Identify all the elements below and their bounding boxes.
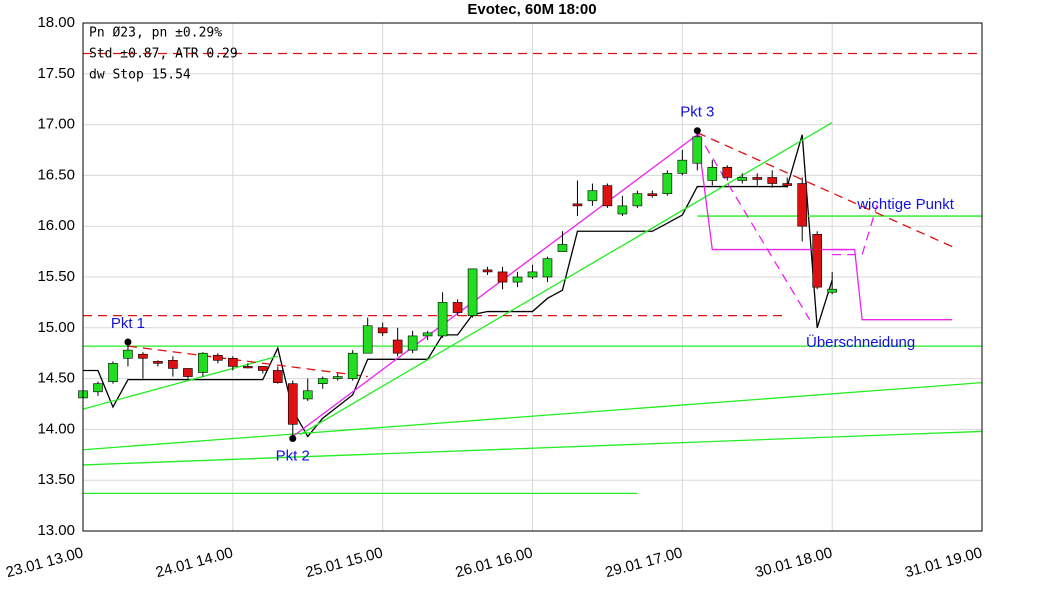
overlay-line xyxy=(299,122,833,436)
candle-body xyxy=(362,325,373,354)
x-tick-label: 25.01 15.00 xyxy=(304,544,385,581)
x-tick-label: 31.01 19.00 xyxy=(903,544,984,581)
y-tick-label: 17.00 xyxy=(37,116,75,133)
candle-body xyxy=(467,268,478,316)
candle-body xyxy=(422,332,433,337)
candle-body xyxy=(153,361,163,364)
candle-body xyxy=(797,183,808,227)
candle-body xyxy=(452,302,463,313)
candle-body xyxy=(632,193,643,207)
x-tick-label: 29.01 17.00 xyxy=(603,544,684,581)
x-tick-label: 26.01 16.00 xyxy=(454,544,535,581)
x-tick-label: 30.01 18.00 xyxy=(753,544,834,581)
candle-body xyxy=(257,366,268,371)
y-tick-label: 14.50 xyxy=(37,370,75,387)
candle-body xyxy=(317,378,328,384)
candle-body xyxy=(93,383,103,393)
overlay-line xyxy=(696,132,811,321)
y-tick-label: 16.50 xyxy=(37,166,75,183)
overlay-line xyxy=(832,248,953,321)
pivot-label: Pkt 2 xyxy=(276,448,310,465)
candle-body xyxy=(782,183,793,186)
pivot-point xyxy=(693,127,701,135)
candle-body xyxy=(272,370,283,383)
candle-body xyxy=(587,190,598,202)
y-tick-label: 18.00 xyxy=(37,14,75,31)
overlay-line xyxy=(82,382,983,451)
candle-body xyxy=(168,360,178,369)
candle-body xyxy=(512,276,523,283)
candle-body xyxy=(602,185,613,207)
pivot-label: Pkt 3 xyxy=(680,104,714,121)
x-tick-label: 24.01 14.00 xyxy=(154,544,235,581)
y-tick-label: 17.50 xyxy=(37,65,75,82)
y-tick-label: 13.00 xyxy=(37,522,75,539)
overlay-line xyxy=(697,132,953,248)
candle-body xyxy=(108,363,118,382)
candle-body xyxy=(572,203,583,207)
annotation: wichtige Punkt xyxy=(856,196,955,213)
candle-body xyxy=(302,390,313,400)
candle-body xyxy=(228,357,238,367)
candle-body xyxy=(692,136,703,164)
x-tick-label: 23.01 13.00 xyxy=(4,544,85,581)
info-text: Pn Ø23, pn ±0.29% xyxy=(89,26,222,41)
candle-body xyxy=(407,335,418,351)
candle-body xyxy=(557,244,568,252)
candle-body xyxy=(707,166,718,181)
candle-body xyxy=(542,258,553,278)
y-tick-label: 16.00 xyxy=(37,217,75,234)
pivot-point xyxy=(124,338,132,346)
overlay-line xyxy=(82,430,983,466)
info-text: Std ±0.87, ATR 0.29 xyxy=(89,47,238,62)
overlay-line xyxy=(82,355,278,410)
candle-body xyxy=(138,353,148,359)
candle-body xyxy=(123,349,133,359)
y-tick-label: 15.50 xyxy=(37,268,75,285)
candle-body xyxy=(183,368,193,377)
y-tick-label: 14.00 xyxy=(37,420,75,437)
candle-body xyxy=(677,159,688,174)
candle-body xyxy=(827,288,837,293)
candle-body xyxy=(347,352,358,379)
overlay-line xyxy=(292,134,698,438)
plot-frame xyxy=(82,22,983,532)
chart-title: Evotec, 60M 18:00 xyxy=(467,1,596,18)
candle-body xyxy=(737,177,748,181)
y-tick-label: 15.00 xyxy=(37,319,75,336)
y-tick-label: 13.50 xyxy=(37,471,75,488)
candle-body xyxy=(213,354,223,361)
candle-body xyxy=(377,327,388,334)
pivot-label: Pkt 1 xyxy=(111,315,145,332)
candle-body xyxy=(812,234,822,288)
candle-body xyxy=(767,177,778,184)
pivot-point xyxy=(289,435,297,443)
candle-body xyxy=(287,383,298,425)
candle-body xyxy=(198,352,208,373)
candle-body xyxy=(647,193,658,197)
candle-body xyxy=(437,302,448,337)
annotation: Überschneidung xyxy=(806,333,915,351)
overlay-line xyxy=(127,345,368,378)
candle-body xyxy=(527,271,538,278)
candle-body xyxy=(752,177,763,180)
overlay-line xyxy=(696,132,848,251)
candle-body xyxy=(332,376,343,379)
candle-body xyxy=(243,366,253,369)
candle-body xyxy=(722,166,733,178)
candle-body xyxy=(617,205,628,215)
candle-body xyxy=(662,173,673,194)
info-text: dw Stop 15.54 xyxy=(89,68,191,83)
candle-body xyxy=(482,269,493,273)
candle-body xyxy=(497,271,508,283)
overlay-line xyxy=(832,204,878,256)
candle-body xyxy=(392,339,403,354)
